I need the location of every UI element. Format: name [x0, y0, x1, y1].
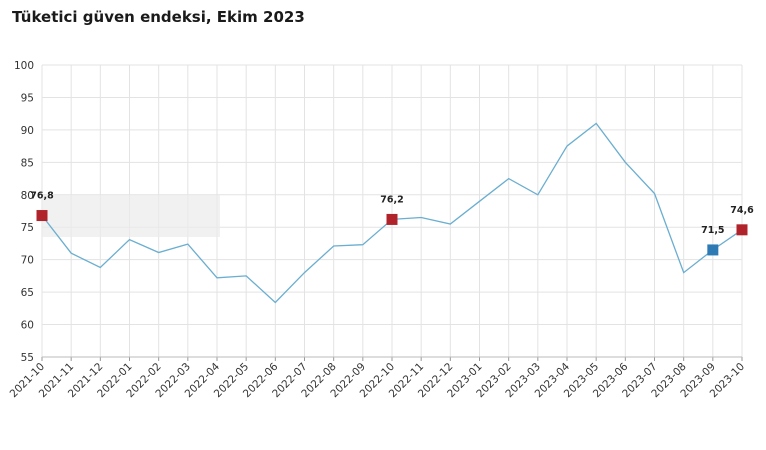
tooltip-overlay [42, 195, 220, 237]
y-tick-label: 80 [21, 190, 34, 202]
y-tick-label: 95 [21, 92, 34, 104]
highlight-marker [386, 213, 398, 225]
chart-title: Tüketici güven endeksi, Ekim 2023 [12, 8, 305, 26]
highlight-marker [736, 224, 748, 236]
y-tick-label: 90 [21, 125, 34, 137]
y-tick-label: 60 [21, 320, 34, 332]
y-tick-label: 70 [21, 255, 34, 267]
highlight-marker [707, 244, 719, 256]
grid [41, 64, 743, 358]
y-tick-label: 65 [21, 287, 34, 299]
data-label: 76,2 [380, 194, 403, 205]
highlight-markers: 76,8 76,2 71,5 74,6 [30, 191, 754, 256]
highlight-marker [36, 210, 48, 222]
y-tick-label: 100 [14, 60, 34, 72]
y-tick-label: 55 [21, 352, 34, 364]
y-tick-label: 75 [21, 222, 34, 234]
data-label: 71,5 [701, 225, 724, 236]
data-label: 74,6 [730, 205, 754, 216]
data-label: 76,8 [30, 191, 54, 202]
y-tick-label: 85 [21, 157, 34, 169]
